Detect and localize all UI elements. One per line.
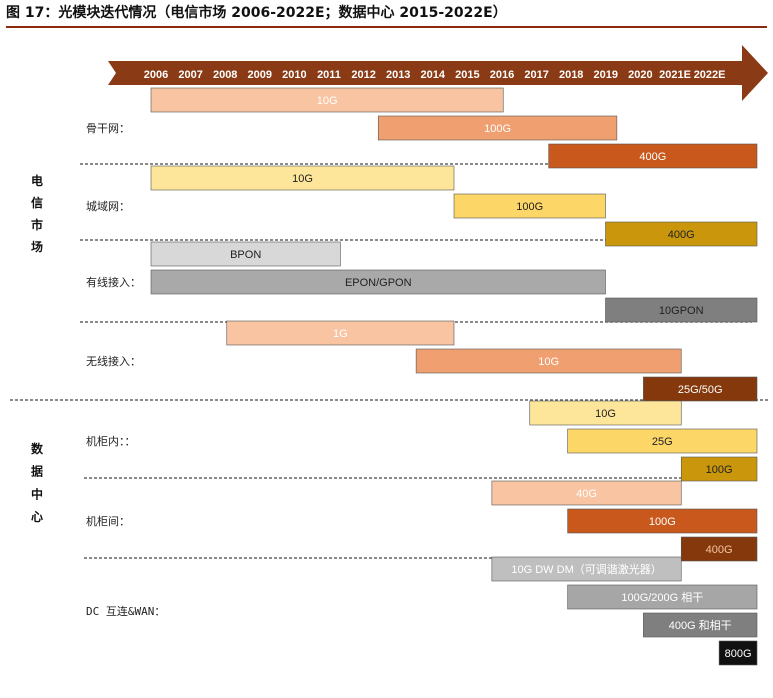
- bar-label: 100G: [706, 464, 733, 476]
- section-label-char: 数: [31, 441, 44, 456]
- timeline-bar: [548, 143, 758, 169]
- year-label: 2022E: [694, 69, 726, 81]
- timeline-bar: [150, 165, 455, 191]
- bar-label: 400G: [706, 544, 733, 556]
- year-label: 2011: [317, 69, 341, 81]
- year-label: 2013: [386, 69, 410, 81]
- timeline-bar: [150, 241, 341, 267]
- bar-label: 10GPON: [659, 305, 704, 317]
- bar-label: 10G: [317, 95, 338, 107]
- bar-label: 400G: [668, 229, 695, 241]
- timeline-bar: [605, 297, 758, 323]
- timeline-arrow: [108, 45, 768, 101]
- section-label-char: 市: [31, 217, 43, 232]
- year-label: 2012: [351, 69, 375, 81]
- row-label: DC 互连&WAN：: [86, 605, 165, 618]
- timeline-bar: [680, 456, 758, 482]
- bar-label: BPON: [230, 249, 261, 261]
- year-label: 2014: [421, 69, 446, 81]
- year-label: 2007: [178, 69, 202, 81]
- year-label: 2018: [559, 69, 583, 81]
- timeline-bar: [643, 376, 758, 402]
- year-axis: 2006 2007 2008 2009 2010 2011 2012 2013 2014 2015…: [144, 69, 726, 81]
- bar-label: 1G: [333, 328, 348, 340]
- row: 机柜间： 40G 100G 400G: [86, 480, 758, 562]
- section-label-char: 信: [31, 195, 43, 210]
- section-label-char: 电: [31, 173, 43, 188]
- timeline-bar: [567, 584, 758, 610]
- bar-label: 40G: [576, 488, 597, 500]
- timeline-bar: [643, 612, 758, 638]
- row: DC 互连&WAN： 10G DW DM（可调谐激光器） 100G/200G 相干 4…: [86, 556, 758, 666]
- row: 机柜内：： 10G 25G 100G: [86, 400, 758, 482]
- bar-label: 400G: [639, 151, 666, 163]
- row: 城域网： 10G 100G 400G: [86, 165, 758, 247]
- bar-label: 10G: [538, 356, 559, 368]
- timeline-bar: [491, 556, 682, 582]
- bar-label: 10G DW DM（可调谐激光器）: [511, 562, 661, 576]
- bar-label: 25G/50G: [678, 384, 723, 396]
- section-label-char: 心: [31, 510, 43, 524]
- year-label: 2019: [594, 69, 618, 81]
- year-label: 2015: [455, 69, 479, 81]
- section-label-char: 据: [31, 464, 43, 479]
- year-label: 2016: [490, 69, 514, 81]
- bar-label: 100G: [516, 201, 543, 213]
- year-label: 2008: [213, 69, 237, 81]
- bar-label: 10G: [292, 173, 313, 185]
- row-label: 机柜间：: [86, 514, 130, 528]
- bar-label: 100G: [649, 516, 676, 528]
- row-label: 无线接入：: [86, 354, 141, 368]
- page-title: 图 17：光模块迭代情况（电信市场 2006-2022E；数据中心 2015-2…: [6, 5, 507, 21]
- bar-label: 100G/200G 相干: [621, 591, 703, 604]
- section-label-char: 中: [31, 486, 43, 501]
- timeline-bar: [226, 320, 455, 346]
- year-label: 2020: [628, 69, 652, 81]
- row: 无线接入： 1G 10G 25G/50G: [86, 320, 758, 402]
- bar-label: EPON/GPON: [345, 277, 412, 289]
- year-label: 2006: [144, 69, 168, 81]
- bar-label: 25G: [652, 436, 673, 448]
- timeline-bar: [453, 193, 606, 219]
- timeline-bar: [491, 480, 682, 506]
- year-label: 2021E: [659, 69, 691, 81]
- timeline-bar: [150, 87, 504, 113]
- year-label: 2009: [248, 69, 272, 81]
- timeline-bar: [567, 428, 758, 454]
- timeline-bar: [150, 269, 606, 295]
- year-label: 2010: [282, 69, 306, 81]
- rows: 骨干网： 10G 100G 400G 城域网： 10G 100G 400G 有线接入： BPON E…: [86, 87, 758, 666]
- row: 有线接入： BPON EPON/GPON 10GPON: [86, 241, 758, 323]
- title-rule: [6, 26, 767, 28]
- bar-label: 400G 和相干: [669, 619, 732, 632]
- row: 骨干网： 10G 100G 400G: [86, 87, 758, 169]
- timeline-bar: [718, 640, 758, 666]
- timeline-bar: [529, 400, 682, 426]
- timeline-bar: [680, 536, 758, 562]
- row-label: 机柜内：：: [86, 434, 136, 448]
- timeline-bar: [415, 348, 682, 374]
- year-label: 2017: [524, 69, 548, 81]
- timeline-bar: [567, 508, 758, 534]
- row-label: 有线接入：: [86, 275, 141, 289]
- row-label: 城域网：: [86, 200, 130, 213]
- bar-label: 10G: [595, 408, 616, 420]
- row-label: 骨干网：: [86, 122, 130, 135]
- timeline-bar: [377, 115, 618, 141]
- bar-label: 100G: [484, 123, 511, 135]
- section-label-char: 场: [31, 240, 43, 254]
- timeline-bar: [605, 221, 758, 247]
- bar-label: 800G: [725, 648, 752, 660]
